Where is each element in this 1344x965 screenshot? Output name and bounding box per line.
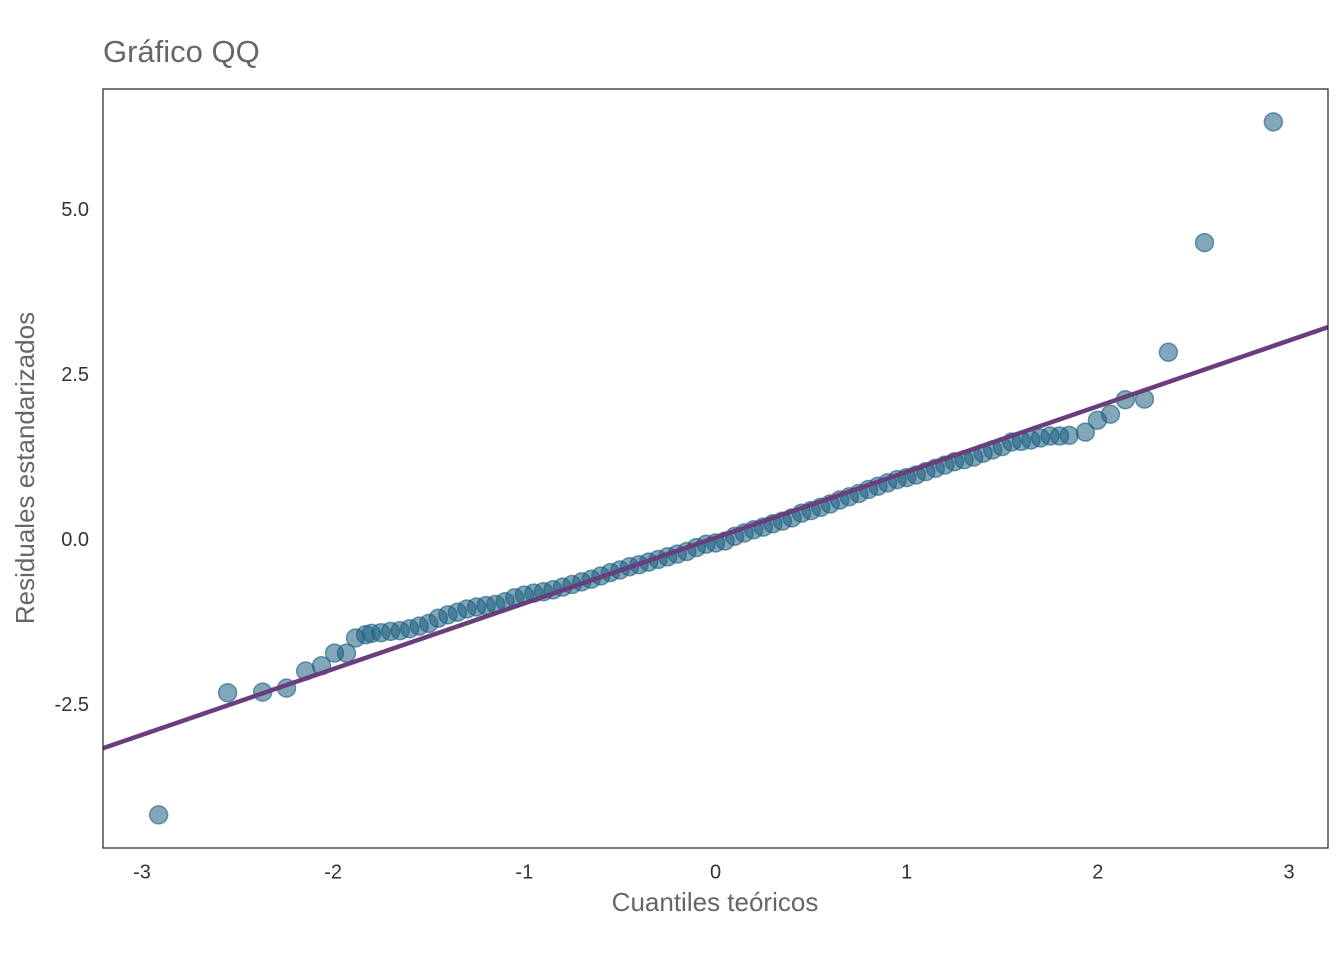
x-tick-label: -1: [515, 861, 533, 883]
x-tick-label: 2: [1092, 861, 1103, 883]
point: [1158, 342, 1179, 362]
x-axis-label: Cuantiles teóricos: [612, 887, 819, 917]
plot-area: [103, 112, 1328, 825]
plot-frame: [102, 88, 1329, 849]
y-tick-label: 2.5: [61, 364, 89, 386]
point: [1263, 112, 1284, 132]
x-tick-label: 3: [1283, 861, 1294, 883]
point: [1059, 425, 1079, 446]
point: [1194, 232, 1215, 253]
point: [1075, 422, 1096, 442]
x-tick-label: -3: [133, 861, 151, 883]
reference-line: [103, 325, 1328, 751]
chart-title: Gráfico QQ: [103, 34, 260, 69]
y-tick-label: 5.0: [61, 199, 89, 221]
y-axis-label: Residuales estandarizados: [10, 312, 40, 624]
point: [148, 805, 169, 825]
point: [1100, 404, 1121, 424]
point: [217, 683, 238, 703]
x-tick-label: -2: [324, 861, 342, 883]
x-tick-label: 0: [710, 861, 721, 883]
x-tick-label: 1: [901, 861, 912, 883]
y-tick-label: 0.0: [61, 529, 89, 551]
y-tick-label: -2.5: [55, 694, 89, 716]
